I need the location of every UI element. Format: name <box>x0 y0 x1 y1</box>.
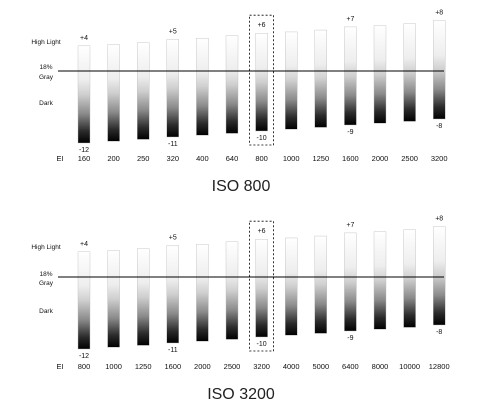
ei-value-label: 1250 <box>312 154 329 163</box>
gray-row-label-line2: Gray <box>39 280 54 287</box>
gray-row-label: 18% <box>39 271 52 278</box>
exposure-bar <box>344 232 357 332</box>
ei-value-label: 640 <box>226 154 239 163</box>
shadow-stop-label: -8 <box>436 123 442 130</box>
exposure-bar <box>314 235 327 334</box>
ei-value-label: 2000 <box>372 154 389 163</box>
ei-value-label: 160 <box>78 154 91 163</box>
highlight-stop-label: +8 <box>435 216 443 223</box>
exposure-bar <box>196 244 209 342</box>
exposure-bar <box>77 45 91 144</box>
iso-800-panel: High Light 18% Gray Dark EI 160 +4 -12 200 250 320… <box>31 10 447 163</box>
highlight-stop-label: +8 <box>435 10 443 17</box>
iso-3200-caption: ISO 3200 <box>207 386 275 403</box>
exposure-bar <box>77 251 91 350</box>
shadow-stop-label: -10 <box>257 135 267 142</box>
highlight-row-label: High Light <box>31 244 60 251</box>
ei-value-label: 400 <box>196 154 209 163</box>
ei-value-label: 2500 <box>224 362 241 371</box>
exposure-bar <box>107 44 120 142</box>
exposure-bar <box>285 237 298 336</box>
exposure-bar <box>107 250 120 348</box>
highlight-stop-label: +7 <box>346 16 354 23</box>
highlight-stop-label: +5 <box>169 29 177 36</box>
highlight-stop-label: +4 <box>80 35 88 42</box>
gray-row-label: 18% <box>39 64 52 71</box>
ei-value-label: 12800 <box>429 362 450 371</box>
ei-value-label: 6400 <box>342 362 359 371</box>
ei-row-label: EI <box>56 362 63 371</box>
ei-value-label: 320 <box>167 154 180 163</box>
exposure-bar <box>403 23 416 122</box>
ei-value-label: 1600 <box>342 154 359 163</box>
gray-row-label-line2: Gray <box>39 74 54 81</box>
ei-value-label: 4000 <box>283 362 300 371</box>
shadow-stop-label: -12 <box>79 147 89 154</box>
highlight-row-label: High Light <box>31 39 60 46</box>
shadow-stop-label: -9 <box>347 335 353 342</box>
shadow-stop-label: -9 <box>347 129 353 136</box>
exposure-bar <box>255 33 268 132</box>
ei-value-label: 800 <box>255 154 268 163</box>
exposure-bar <box>136 42 150 140</box>
exposure-bar <box>433 226 446 326</box>
ei-value-label: 800 <box>78 362 91 371</box>
exposure-bar <box>433 20 446 120</box>
ei-value-label: 3200 <box>431 154 448 163</box>
ei-value-label: 1250 <box>135 362 152 371</box>
highlight-stop-label: +6 <box>258 228 266 235</box>
dark-row-label: Dark <box>39 100 53 107</box>
highlight-stop-label: +4 <box>80 241 88 248</box>
selected-ei-box <box>249 220 275 352</box>
ei-value-label: 5000 <box>312 362 329 371</box>
ei-value-label: 200 <box>107 154 120 163</box>
ei-value-label: 250 <box>137 154 150 163</box>
selected-ei-box <box>249 14 275 146</box>
ei-value-label: 8000 <box>372 362 389 371</box>
shadow-stop-label: -12 <box>79 353 89 360</box>
exposure-bar <box>344 26 357 126</box>
iso-800-caption: ISO 800 <box>211 178 271 195</box>
dark-row-label: Dark <box>39 308 53 315</box>
exposure-bar <box>314 29 327 128</box>
exposure-bar <box>225 241 239 340</box>
exposure-bar <box>373 25 387 124</box>
ei-value-label: 10000 <box>399 362 420 371</box>
shadow-stop-label: -10 <box>257 341 267 348</box>
exposure-bar <box>225 35 239 134</box>
ei-value-label: 2000 <box>194 362 211 371</box>
iso-3200-panel: High Light 18% Gray Dark EI 800 +4 -12 1000 1250 1… <box>31 216 449 371</box>
shadow-stop-label: -11 <box>168 347 178 354</box>
ei-value-label: 1000 <box>105 362 122 371</box>
exposure-bar <box>373 231 387 330</box>
exposure-bar <box>255 238 268 338</box>
ei-row-label: EI <box>56 154 63 163</box>
ei-value-label: 1000 <box>283 154 300 163</box>
exposure-bar <box>166 39 180 138</box>
highlight-stop-label: +6 <box>258 22 266 29</box>
shadow-stop-label: -11 <box>168 141 178 148</box>
exposure-bar <box>285 31 298 130</box>
highlight-stop-label: +5 <box>169 235 177 242</box>
ei-value-label: 1600 <box>164 362 181 371</box>
ei-value-label: 2500 <box>401 154 418 163</box>
exposure-bar <box>136 248 150 346</box>
highlight-stop-label: +7 <box>346 222 354 229</box>
exposure-bar <box>403 229 416 328</box>
exposure-bar <box>166 245 180 344</box>
shadow-stop-label: -8 <box>436 329 442 336</box>
ei-value-label: 3200 <box>253 362 270 371</box>
exposure-bar <box>196 38 209 136</box>
